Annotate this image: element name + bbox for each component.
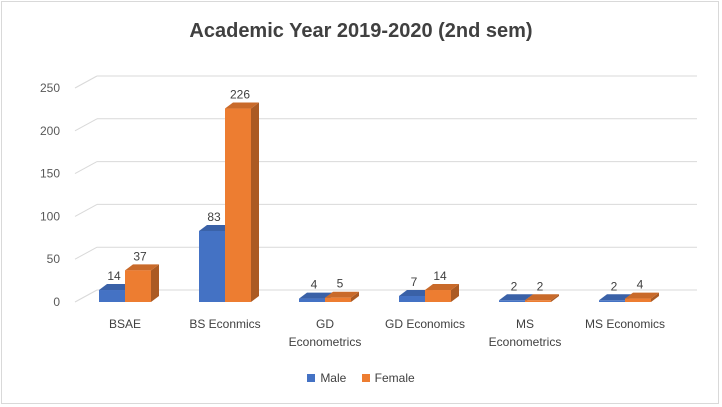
bar-side-bs-econmics-female [251, 102, 259, 302]
gridline-side-100 [74, 203, 98, 217]
bar-side-ms-economics-female [651, 292, 659, 302]
bar-ms-economics-male [599, 300, 625, 302]
legend-item-female: Female [361, 371, 415, 385]
bar-bs-econmics-male [199, 230, 225, 302]
bar-gd-economics-male [399, 296, 425, 302]
data-label-bs-econmics-male: 83 [207, 210, 221, 224]
bar-ms-econometrics-female [525, 300, 551, 302]
bar-gd-econometrics-female [325, 297, 351, 302]
data-label-ms-econometrics-female: 2 [537, 279, 544, 293]
bar-top-bsae-male [99, 284, 133, 291]
x-tick-label-ms-economics: MS Economics [585, 317, 665, 331]
bar-top-ms-economics-female [625, 292, 659, 299]
data-label-bsae-male: 14 [107, 269, 121, 283]
bar-top-gd-econometrics-male [299, 292, 333, 299]
gridline-side-250 [74, 75, 98, 89]
y-tick-label-250: 250 [40, 81, 60, 95]
legend-swatch-male [307, 374, 316, 382]
bar-ms-economics-female [625, 298, 651, 302]
data-label-ms-economics-female: 4 [637, 278, 644, 292]
x-tick-label-ms-econometrics: MS Econometrics [489, 317, 562, 349]
bar-side-bsae-female [151, 264, 159, 302]
x-tick-label-bs-econmics: BS Econmics [189, 317, 260, 331]
chart-legend: Male Female [0, 371, 722, 385]
gridline-side-200 [74, 118, 98, 132]
y-tick-label-50: 50 [47, 252, 61, 266]
data-label-gd-economics-female: 14 [433, 269, 447, 283]
y-tick-label-200: 200 [40, 124, 60, 138]
bar-top-gd-economics-male [399, 290, 433, 297]
bar-top-bs-econmics-female [225, 102, 259, 109]
y-tick-label-100: 100 [40, 209, 60, 223]
bar-side-ms-econometrics-female [551, 294, 559, 302]
data-label-ms-economics-male: 2 [611, 279, 618, 293]
bar-top-ms-econometrics-male [499, 294, 533, 301]
bar-top-bsae-female [125, 264, 159, 271]
bar-top-ms-economics-male [599, 294, 633, 301]
y-tick-label-150: 150 [40, 167, 60, 181]
data-label-gd-econometrics-female: 5 [337, 277, 344, 291]
bar-top-gd-economics-female [425, 284, 459, 291]
gridline-side-150 [74, 161, 98, 175]
bar-side-gd-economics-female [451, 284, 459, 302]
bar-side-gd-econometrics-female [351, 291, 359, 302]
x-tick-label-bsae: BSAE [109, 317, 141, 331]
y-tick-label-0: 0 [53, 295, 60, 309]
data-label-bsae-female: 37 [133, 249, 147, 263]
data-label-ms-econometrics-male: 2 [511, 279, 518, 293]
legend-item-male: Male [307, 371, 346, 385]
bar-gd-economics-female [425, 290, 451, 302]
data-label-gd-economics-male: 7 [411, 275, 418, 289]
chart-title: Academic Year 2019-2020 (2nd sem) [189, 20, 533, 42]
bar-top-gd-econometrics-female [325, 291, 359, 298]
bar-top-bs-econmics-male [199, 224, 233, 231]
bar-ms-econometrics-male [499, 300, 525, 302]
data-label-bs-econmics-female: 226 [230, 88, 250, 102]
legend-label-male: Male [320, 371, 347, 385]
bar-gd-econometrics-male [299, 298, 325, 302]
legend-swatch-female [361, 374, 370, 382]
x-tick-label-gd-econometrics: GD Econometrics [289, 317, 362, 349]
gridline-side-0 [74, 289, 98, 303]
x-tick-label-gd-economics: GD Economics [385, 317, 465, 331]
bar-bsae-male [99, 290, 125, 302]
gridline-side-50 [74, 246, 98, 260]
bar-top-ms-econometrics-female [525, 294, 559, 301]
legend-label-female: Female [374, 371, 415, 385]
bar-bsae-female [125, 270, 151, 302]
bar-bs-econmics-female [225, 108, 251, 302]
data-label-gd-econometrics-male: 4 [311, 278, 318, 292]
